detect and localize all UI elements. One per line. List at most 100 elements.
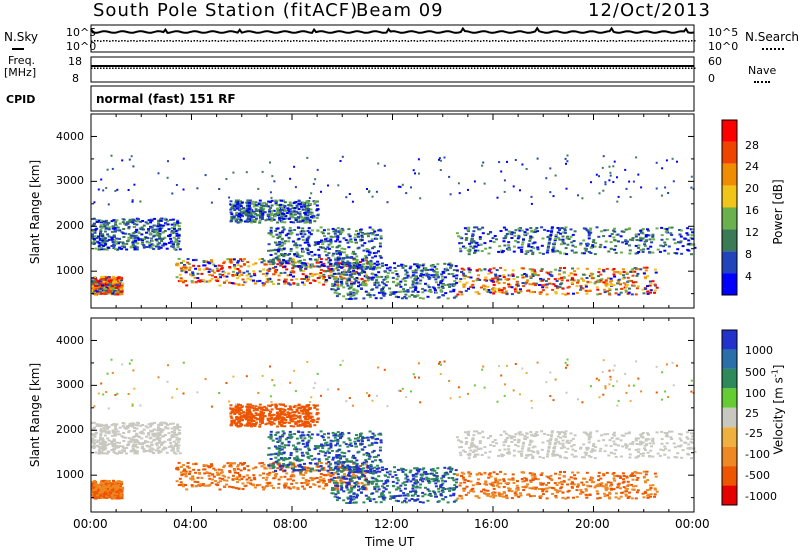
power-cell [223,271,227,274]
velocity-cell [214,480,217,483]
power-cell [264,219,268,222]
power-cell [158,237,162,240]
velocity-cell [178,426,182,429]
power-cell [277,241,281,243]
velocity-cell [253,407,256,410]
power-cell [491,281,495,283]
velocity-cell [218,488,222,491]
nave-point [157,67,159,69]
power-cell [452,275,456,278]
power-cell [266,280,270,283]
power-cell [672,180,675,183]
velocity-cell [289,475,293,478]
power-cell [173,225,177,228]
power-cell [336,288,340,290]
power-cell [602,281,606,284]
power-cell [244,280,248,283]
velocity-cell [234,406,238,409]
power-cell [510,286,514,289]
power-cell [100,178,103,181]
power-cell [342,258,346,261]
power-cell [261,170,264,173]
velocity-cell [128,422,132,425]
power-cell [365,274,368,277]
power-cell [91,290,95,292]
power-cell [360,277,364,280]
velocity-cell [307,469,311,472]
power-cell [306,201,310,204]
power-cell [514,239,518,242]
velocity-cell [166,427,170,430]
power-cell [93,282,97,285]
nave-point [286,67,289,69]
power-cell [339,233,342,236]
power-cell [335,282,339,285]
power-cell [148,232,152,235]
velocity-cell [154,432,157,435]
power-cell [685,232,689,235]
power-cell [96,279,100,282]
velocity-cell [166,424,170,427]
power-cell [267,243,271,246]
power-cell [342,277,346,280]
velocity-cell [221,478,225,480]
velocity-cell [286,478,290,481]
power-cell [364,273,368,276]
nave-point [609,67,612,69]
power-cell [128,158,131,161]
nave-point [401,67,404,69]
velocity-cell [327,471,331,474]
power-cell [184,268,188,271]
nave-point [425,67,428,69]
power-cell [136,237,140,240]
velocity-cell [121,446,125,449]
power-cell [337,184,340,187]
velocity-cell [212,475,216,478]
power-cell [410,294,414,296]
nave-point [133,67,135,69]
power-cell [252,279,255,282]
power-cell [353,258,357,261]
nsearch-point [308,40,310,42]
power-cell [358,283,362,286]
power-cell [232,171,235,174]
power-cell [246,220,250,223]
velocity-cell [246,403,250,406]
power-cell [168,233,172,236]
power-cell [322,246,325,249]
power-cell [345,196,348,199]
power-cell [133,246,137,249]
power-cell [502,291,506,294]
power-cell [484,289,488,292]
power-cell [427,276,430,278]
power-cell [239,208,243,211]
power-cell [335,266,339,269]
power-cell [334,289,338,292]
power-cell [571,267,575,270]
power-cell [430,274,434,277]
velocity-cell [148,436,152,439]
nave-point [235,67,238,69]
power-cell [208,268,212,271]
power-cell [362,263,366,266]
power-cell [473,241,477,244]
power-cell [547,245,550,248]
power-cell [175,184,178,186]
power-cell [401,266,405,269]
power-cell [316,265,320,268]
power-cell [283,278,287,281]
nave-point [467,67,470,69]
power-cell [319,258,323,261]
power-cell [372,245,376,248]
power-cell [427,273,431,276]
power-cell [131,199,134,202]
power-cell [237,215,241,218]
power-cell [296,220,300,223]
nsearch-point [172,40,174,42]
nave-point [199,67,202,69]
nave-point [579,67,581,69]
power-cell [528,239,532,242]
power-cell [106,285,110,288]
nsearch-point [537,40,539,42]
power-cell [386,275,389,278]
